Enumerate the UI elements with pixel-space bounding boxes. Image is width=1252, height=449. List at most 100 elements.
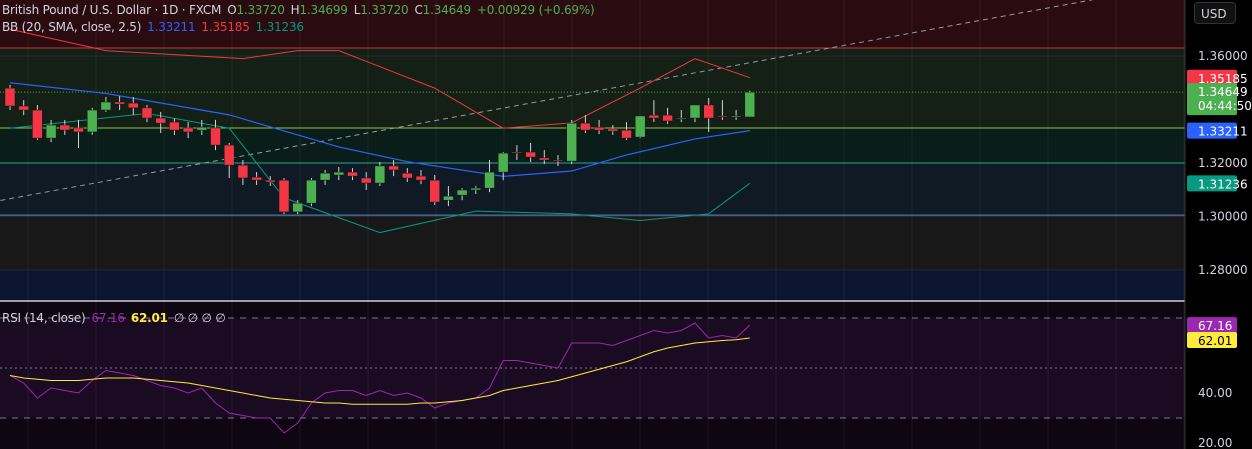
candle-down [580, 122, 591, 131]
candle-down [223, 144, 235, 166]
candle-up [100, 101, 112, 111]
bb-lower-line [9, 113, 751, 234]
candle-up [484, 171, 495, 189]
symbol-title: British Pound / U.S. Dollar · 1D · FXCM [2, 3, 222, 17]
candle-up [744, 91, 756, 118]
candle-down [237, 164, 249, 179]
candle-up [470, 187, 482, 191]
rsi-ma-line [9, 337, 750, 405]
candle-up [730, 115, 742, 118]
price-tick-label: 1.32000 [1198, 156, 1248, 170]
candle-up [306, 179, 317, 204]
rsi-tick-label: 20.00 [1198, 436, 1232, 449]
candle-up [497, 152, 509, 173]
lower-band-tag-bg [1187, 175, 1237, 192]
price-zone [0, 48, 1185, 128]
candle-down [511, 151, 523, 154]
rsi-band-fill [0, 318, 1185, 418]
candle-down [59, 124, 71, 131]
ohlc-close: C1.34649 [414, 3, 471, 17]
candle-up [333, 171, 345, 176]
candle-down [141, 107, 153, 119]
upper-band-tag-bg [1187, 69, 1237, 86]
candle-down [347, 171, 358, 177]
rsi-legend[interactable]: RSI (14, close) 67.16 62.01 ∅ ∅ ∅ ∅ [2, 311, 232, 325]
bb-basis-value: 1.33211 [147, 20, 196, 34]
rsi-line [9, 322, 751, 434]
basis-tag: 1.33211 [1198, 125, 1248, 139]
candle-down [265, 179, 276, 183]
candle-up [374, 165, 386, 184]
rsi-tick-label: 40.00 [1198, 386, 1232, 400]
bb-lower-value: 1.31236 [255, 20, 304, 34]
candle-up [319, 172, 331, 181]
rsi-value: 67.16 [91, 311, 125, 325]
symbol-legend: British Pound / U.S. Dollar · 1D · FXCM O… [2, 3, 601, 17]
basis-tag-bg [1187, 122, 1237, 139]
candle-down [703, 104, 714, 119]
rsi-tag: 67.16 [1198, 319, 1232, 333]
candle-down [251, 176, 262, 181]
candle-down [621, 129, 632, 139]
candle-down [32, 109, 43, 139]
close-value: 1.34649 [422, 3, 471, 17]
low-label: L [353, 3, 361, 17]
price-zone [0, 270, 1185, 300]
candle-down [648, 114, 660, 119]
candle-up [676, 117, 687, 120]
rsi-ma-tag-bg [1187, 331, 1237, 348]
candle-up [566, 122, 577, 162]
last-price-tag: 04:44:50 [1198, 99, 1252, 113]
bb-basis-line [9, 82, 750, 177]
candle-down [182, 127, 194, 133]
candle-down [278, 179, 290, 213]
candle-down [525, 151, 536, 158]
last-price-tag: 1.34649 [1198, 85, 1248, 99]
candle-down [552, 159, 564, 162]
candle-up [456, 189, 468, 196]
candle-down [388, 165, 399, 171]
currency-button[interactable]: USD [1194, 2, 1236, 24]
candle-down [18, 105, 29, 111]
candle-down [662, 114, 673, 122]
candle-up [196, 126, 208, 131]
candle-down [169, 121, 180, 131]
change-value: +0.00929 (+0.69%) [476, 3, 595, 17]
price-tick-label: 1.30000 [1198, 210, 1248, 224]
price-zone [0, 128, 1185, 163]
open-label: O [227, 3, 237, 17]
bb-upper-line [9, 28, 750, 129]
ohlc-high: H1.34699 [291, 3, 348, 17]
price-tick-label: 1.36000 [1198, 49, 1248, 63]
bb-legend[interactable]: BB (20, SMA, close, 2.5) 1.33211 1.35185 1.… [2, 20, 310, 34]
candle-up [443, 195, 454, 201]
upper-band-tag: 1.35185 [1198, 72, 1248, 86]
lower-band-tag: 1.31236 [1198, 177, 1248, 191]
candle-down [210, 127, 221, 146]
candle-down [593, 126, 605, 131]
price-zone [0, 0, 1185, 48]
candle-up [689, 104, 701, 119]
rsi-extra-values: ∅ ∅ ∅ ∅ [173, 311, 226, 325]
candle-down [415, 175, 427, 181]
rsi-label: RSI (14, close) [2, 311, 86, 325]
candle-down [128, 102, 139, 109]
rsi-ma-value: 62.01 [130, 311, 168, 325]
bb-upper-value: 1.35185 [201, 20, 250, 34]
high-label: H [290, 3, 300, 17]
candle-down [360, 177, 372, 184]
candle-up [45, 124, 57, 139]
candle-down [402, 172, 413, 179]
candle-down [539, 157, 550, 161]
last-price-tag-bg [1187, 83, 1237, 116]
ohlc-low: L1.33720 [354, 3, 409, 17]
price-axis [1185, 0, 1252, 449]
candle-up [292, 202, 303, 213]
bb-label: BB (20, SMA, close, 2.5) [2, 20, 142, 34]
candle-down [73, 127, 84, 133]
rsi-tag-bg [1187, 317, 1237, 334]
candle-down [607, 128, 619, 132]
candle-down [114, 101, 125, 105]
low-value: 1.33720 [360, 3, 409, 17]
